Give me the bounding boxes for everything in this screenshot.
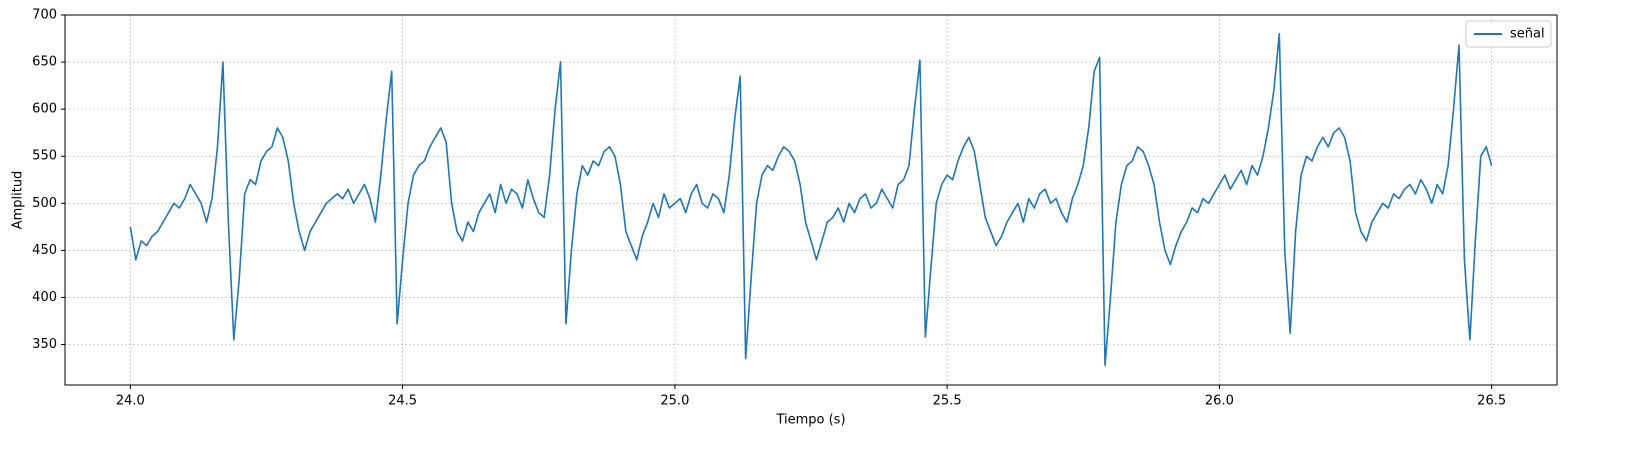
y-tick-label: 700	[32, 8, 57, 23]
y-tick-label: 500	[32, 196, 57, 211]
x-tick-label: 26.5	[1477, 394, 1506, 409]
y-tick-label: 650	[32, 55, 57, 70]
x-axis-label: Tiempo (s)	[775, 413, 845, 428]
y-tick-label: 400	[32, 290, 57, 305]
plot-frame	[64, 14, 1558, 386]
legend-box	[1465, 20, 1552, 48]
x-tick-label: 25.0	[660, 394, 689, 409]
legend-label: señal	[1510, 27, 1545, 42]
y-tick-label: 600	[32, 102, 57, 117]
x-tick-label: 24.5	[388, 394, 417, 409]
y-tick-label: 550	[32, 149, 57, 164]
x-tick-label: 24.0	[116, 394, 145, 409]
y-axis-label: Amplitud	[11, 171, 26, 230]
x-tick-label: 25.5	[933, 394, 962, 409]
y-tick-label: 450	[32, 243, 57, 258]
y-tick-label: 350	[32, 337, 57, 352]
signal-line	[129, 33, 1493, 367]
x-tick-label: 26.0	[1205, 394, 1234, 409]
